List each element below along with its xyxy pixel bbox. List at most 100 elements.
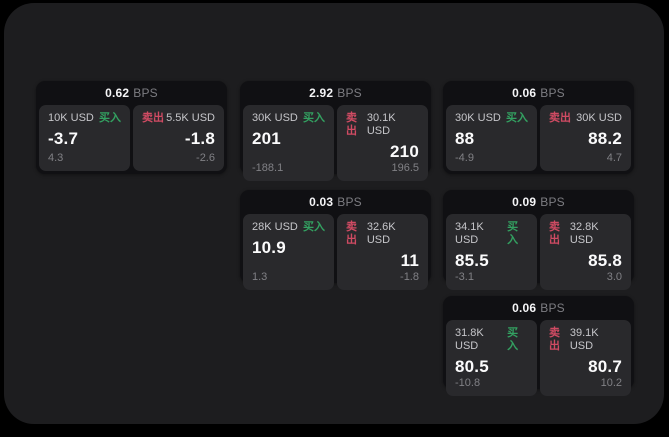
sell-panel[interactable]: 卖出 32.6K USD 11 -1.8 [337, 214, 428, 290]
bps-header: 0.03 BPS [240, 190, 431, 214]
buy-price: 201 [252, 129, 281, 148]
panels-row: 30K USD 买入 88 -4.9 卖出 30K USD 88.2 4.7 [443, 105, 634, 174]
sell-label: 卖出 [549, 221, 560, 246]
sell-price: 11 [400, 251, 419, 270]
sell-label: 卖出 [549, 112, 571, 124]
panels-row: 30K USD 买入 201 -188.1 卖出 30.1K USD 210 1… [240, 105, 431, 184]
bps-unit-label: BPS [540, 301, 565, 315]
buy-panel[interactable]: 10K USD 买入 -3.7 4.3 [39, 105, 130, 171]
sell-amount: 30.1K USD [366, 112, 396, 137]
sell-panel[interactable]: 卖出 32.8K USD 85.8 3.0 [540, 214, 631, 290]
sell-amount: 39.1K USD [569, 327, 599, 352]
quote-card-4: 0.03 BPS 28K USD 买入 10.9 1.3 卖出 32.6K US… [240, 190, 431, 290]
buy-price: -3.7 [48, 129, 79, 148]
buy-delta: -3.1 [455, 271, 474, 283]
buy-price: 10.9 [252, 238, 286, 257]
sell-price: 85.8 [588, 251, 622, 270]
buy-label: 买入 [507, 221, 519, 246]
bps-unit-label: BPS [540, 86, 565, 100]
buy-amount: 34.1K USD [455, 221, 484, 246]
sell-panel[interactable]: 卖出 30.1K USD 210 196.5 [337, 105, 428, 181]
quote-card-3: 0.06 BPS 30K USD 买入 88 -4.9 卖出 30K USD 8… [443, 81, 634, 174]
buy-amount: 10K USD [48, 112, 94, 124]
buy-panel[interactable]: 34.1K USD 买入 85.5 -3.1 [446, 214, 537, 290]
bps-unit-label: BPS [133, 86, 158, 100]
buy-panel-top: 30K USD 买入 [455, 112, 528, 125]
buy-delta: 4.3 [48, 152, 64, 164]
quote-card-6: 0.06 BPS 31.8K USD 买入 80.5 -10.8 卖出 39.1… [443, 296, 634, 396]
buy-amount: 30K USD [252, 112, 298, 124]
sell-price: -1.8 [184, 129, 215, 148]
buy-delta: 1.3 [252, 271, 268, 283]
quote-card-2: 2.92 BPS 30K USD 买入 201 -188.1 卖出 30.1K … [240, 81, 431, 181]
bps-value: 0.03 [309, 195, 334, 209]
buy-price: 85.5 [455, 251, 489, 270]
buy-amount: 28K USD [252, 221, 298, 233]
sell-label: 卖出 [142, 112, 164, 124]
buy-label: 买入 [507, 327, 519, 352]
sell-delta: 10.2 [600, 377, 622, 389]
sell-panel-top: 卖出 30.1K USD [346, 112, 419, 138]
sell-panel-top: 卖出 5.5K USD [142, 112, 215, 125]
quote-card-5: 0.09 BPS 34.1K USD 买入 85.5 -3.1 卖出 32.8K… [443, 190, 634, 290]
sell-price: 80.7 [588, 357, 622, 376]
bps-header: 0.62 BPS [36, 81, 227, 105]
sell-delta: 4.7 [606, 152, 622, 164]
sell-panel-top: 卖出 39.1K USD [549, 327, 622, 353]
sell-label: 卖出 [346, 112, 357, 137]
bps-value: 0.62 [105, 86, 130, 100]
buy-panel-top: 34.1K USD 买入 [455, 221, 528, 247]
panels-row: 31.8K USD 买入 80.5 -10.8 卖出 39.1K USD 80.… [443, 320, 634, 399]
bps-unit-label: BPS [540, 195, 565, 209]
sell-amount: 30K USD [576, 112, 622, 124]
buy-panel-top: 28K USD 买入 [252, 221, 325, 234]
bps-value: 0.06 [512, 86, 537, 100]
panels-row: 34.1K USD 买入 85.5 -3.1 卖出 32.8K USD 85.8… [443, 214, 634, 293]
bps-unit-label: BPS [337, 195, 362, 209]
buy-label: 买入 [99, 112, 121, 124]
quote-card-1: 0.62 BPS 10K USD 买入 -3.7 4.3 卖出 5.5K USD… [36, 81, 227, 174]
buy-panel[interactable]: 31.8K USD 买入 80.5 -10.8 [446, 320, 537, 396]
sell-label: 卖出 [346, 221, 357, 246]
buy-label: 买入 [506, 112, 528, 124]
buy-amount: 31.8K USD [455, 327, 484, 352]
sell-price: 210 [390, 142, 419, 161]
sell-delta: -2.6 [196, 152, 215, 164]
bps-value: 0.06 [512, 301, 537, 315]
panels-row: 28K USD 买入 10.9 1.3 卖出 32.6K USD 11 -1.8 [240, 214, 431, 293]
bps-header: 2.92 BPS [240, 81, 431, 105]
bps-value: 2.92 [309, 86, 334, 100]
sell-label: 卖出 [549, 327, 560, 352]
sell-panel-top: 卖出 32.6K USD [346, 221, 419, 247]
sell-amount: 32.8K USD [569, 221, 599, 246]
buy-label: 买入 [303, 112, 325, 124]
buy-delta: -188.1 [252, 162, 284, 174]
sell-delta: 3.0 [606, 271, 622, 283]
buy-panel[interactable]: 30K USD 买入 88 -4.9 [446, 105, 537, 171]
buy-panel-top: 31.8K USD 买入 [455, 327, 528, 353]
sell-panel[interactable]: 卖出 5.5K USD -1.8 -2.6 [133, 105, 224, 171]
buy-amount: 30K USD [455, 112, 501, 124]
bps-header: 0.06 BPS [443, 296, 634, 320]
sell-delta: 196.5 [391, 162, 419, 174]
sell-amount: 5.5K USD [166, 112, 215, 124]
sell-panel[interactable]: 卖出 30K USD 88.2 4.7 [540, 105, 631, 171]
sell-panel-top: 卖出 30K USD [549, 112, 622, 125]
buy-price: 80.5 [455, 357, 489, 376]
buy-panel-top: 10K USD 买入 [48, 112, 121, 125]
sell-amount: 32.6K USD [366, 221, 396, 246]
sell-price: 88.2 [588, 129, 622, 148]
buy-label: 买入 [303, 221, 325, 233]
buy-panel[interactable]: 30K USD 买入 201 -188.1 [243, 105, 334, 181]
buy-delta: -4.9 [455, 152, 474, 164]
bps-header: 0.06 BPS [443, 81, 634, 105]
sell-panel[interactable]: 卖出 39.1K USD 80.7 10.2 [540, 320, 631, 396]
bps-header: 0.09 BPS [443, 190, 634, 214]
bps-unit-label: BPS [337, 86, 362, 100]
buy-panel[interactable]: 28K USD 买入 10.9 1.3 [243, 214, 334, 290]
buy-price: 88 [455, 129, 475, 148]
buy-panel-top: 30K USD 买入 [252, 112, 325, 125]
bps-value: 0.09 [512, 195, 537, 209]
panels-row: 10K USD 买入 -3.7 4.3 卖出 5.5K USD -1.8 -2.… [36, 105, 227, 174]
buy-delta: -10.8 [455, 377, 481, 389]
